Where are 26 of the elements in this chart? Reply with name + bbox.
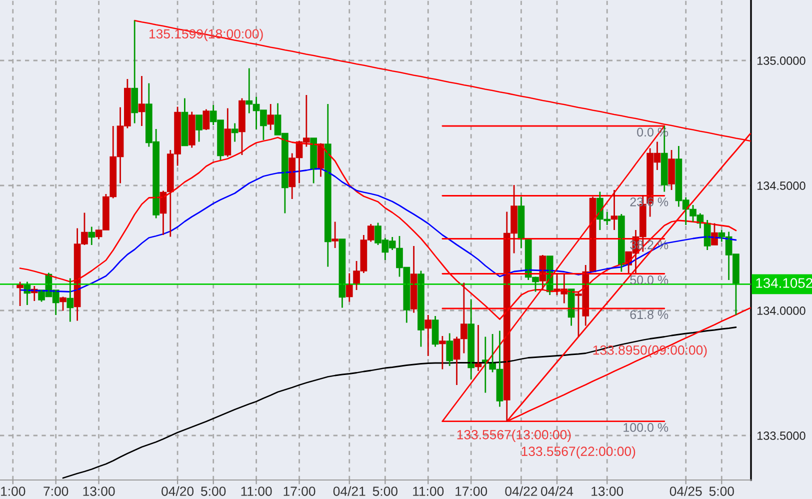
- x-tick-label: 04/22: [505, 486, 538, 496]
- x-tick-label: 1:00: [1, 486, 26, 496]
- x-tick-label: 04/24: [540, 486, 574, 496]
- series-label: 50.0 %: [630, 275, 668, 284]
- annotation: 133.5567(13:00:00): [457, 430, 571, 442]
- series-label: 100.0 %: [624, 423, 668, 432]
- y-tick-label: 134.0000: [757, 306, 806, 315]
- x-tick-label: 04/25: [670, 486, 702, 496]
- annotation: 133.5567(22:00:00): [522, 446, 636, 459]
- x-tick-label: 13:00: [83, 486, 115, 496]
- y-tick-label: 134.5000: [757, 182, 806, 190]
- x-tick-label: 5:00: [372, 486, 398, 496]
- y-tick-label: 135.0000: [757, 56, 806, 65]
- x-tick-label: 13:00: [592, 486, 624, 496]
- x-tick-label: 17:00: [284, 486, 316, 496]
- y-tick-label: 133.5000: [757, 432, 806, 440]
- x-tick-label: 11:00: [413, 486, 444, 496]
- series-label: 61.8 %: [630, 310, 668, 320]
- x-tick-label: 7:00: [44, 486, 68, 496]
- x-tick-label: 04/21: [333, 486, 366, 496]
- x-tick-label: 04/20: [162, 486, 194, 496]
- ref-line-label: 134.1052: [756, 278, 812, 288]
- x-tick-label: 5:00: [201, 486, 226, 496]
- x-tick-label: 17:00: [456, 486, 488, 496]
- x-tick-label: 5:00: [709, 486, 734, 496]
- x-tick-label: 11:00: [241, 486, 272, 496]
